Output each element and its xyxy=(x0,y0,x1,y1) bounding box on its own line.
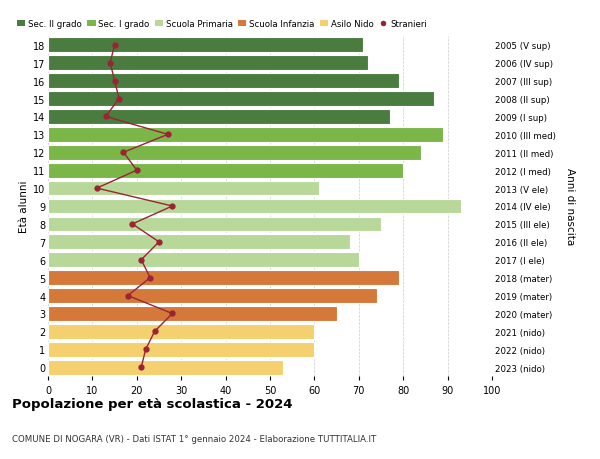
Y-axis label: Età alunni: Età alunni xyxy=(19,180,29,233)
Bar xyxy=(48,199,461,214)
Bar xyxy=(48,325,314,339)
Bar xyxy=(48,271,399,285)
Bar xyxy=(48,39,363,53)
Bar xyxy=(48,342,314,357)
Bar xyxy=(48,289,377,303)
Bar xyxy=(48,74,399,89)
Bar xyxy=(48,360,283,375)
Text: COMUNE DI NOGARA (VR) - Dati ISTAT 1° gennaio 2024 - Elaborazione TUTTITALIA.IT: COMUNE DI NOGARA (VR) - Dati ISTAT 1° ge… xyxy=(12,434,376,443)
Bar xyxy=(48,235,350,250)
Bar xyxy=(48,56,368,71)
Bar xyxy=(48,217,381,232)
Bar xyxy=(48,307,337,321)
Legend: Sec. II grado, Sec. I grado, Scuola Primaria, Scuola Infanzia, Asilo Nido, Stran: Sec. II grado, Sec. I grado, Scuola Prim… xyxy=(17,20,427,29)
Bar xyxy=(48,253,359,268)
Bar xyxy=(48,92,434,106)
Bar xyxy=(48,146,421,160)
Text: Popolazione per età scolastica - 2024: Popolazione per età scolastica - 2024 xyxy=(12,397,293,410)
Bar xyxy=(48,163,403,178)
Y-axis label: Anni di nascita: Anni di nascita xyxy=(565,168,575,245)
Bar xyxy=(48,110,390,124)
Bar xyxy=(48,181,319,196)
Bar xyxy=(48,128,443,142)
